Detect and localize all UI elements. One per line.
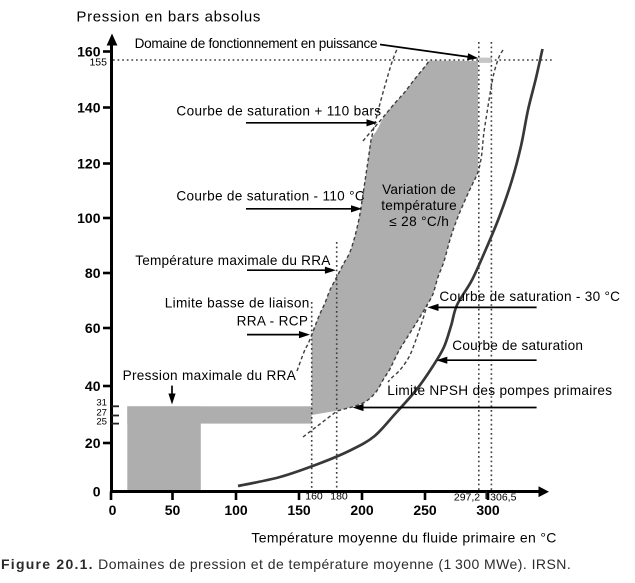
svg-text:155: 155: [89, 57, 107, 69]
svg-text:160: 160: [305, 491, 323, 503]
svg-text:Limite basse de liaison: Limite basse de liaison: [165, 296, 310, 311]
svg-text:80: 80: [85, 265, 101, 281]
svg-text:160: 160: [77, 44, 101, 60]
svg-text:Domaine de fonctionnement en p: Domaine de fonctionnement en puissance: [135, 36, 378, 51]
svg-text:Courbe de saturation + 110 bar: Courbe de saturation + 110 bars: [176, 104, 381, 119]
svg-text:température: température: [381, 198, 456, 213]
svg-text:250: 250: [413, 502, 437, 518]
svg-text:Limite NPSH des pompes primair: Limite NPSH des pompes primaires: [387, 383, 612, 398]
svg-text:50: 50: [165, 502, 181, 518]
svg-text:0: 0: [109, 502, 117, 518]
svg-text:31: 31: [96, 398, 107, 409]
svg-text:≤ 28 °C/h: ≤ 28 °C/h: [389, 214, 449, 229]
svg-text:Température maximale du RRA: Température maximale du RRA: [135, 253, 331, 268]
svg-text:297,2: 297,2: [454, 492, 480, 504]
svg-text:100: 100: [224, 502, 248, 518]
svg-text:RRA - RCP: RRA - RCP: [237, 314, 308, 329]
svg-text:150: 150: [287, 502, 311, 518]
svg-text:27: 27: [96, 408, 107, 419]
svg-text:Pression en bars absolus: Pression en bars absolus: [76, 9, 260, 26]
svg-text:120: 120: [77, 156, 101, 172]
svg-text:200: 200: [350, 502, 374, 518]
svg-text:Courbe de saturation: Courbe de saturation: [452, 338, 583, 353]
svg-text:40: 40: [85, 378, 101, 394]
svg-text:306,5: 306,5: [490, 492, 516, 504]
svg-text:Température moyenne du fluide: Température moyenne du fluide primaire e…: [251, 530, 556, 546]
svg-text:Pression maximale du RRA: Pression maximale du RRA: [123, 368, 297, 383]
svg-text:20: 20: [85, 435, 101, 451]
svg-text:140: 140: [77, 100, 101, 116]
svg-text:60: 60: [85, 320, 101, 336]
svg-text:100: 100: [77, 210, 101, 226]
svg-text:Courbe de saturation - 30 °C: Courbe de saturation - 30 °C: [439, 289, 620, 304]
svg-text:0: 0: [93, 484, 101, 500]
svg-text:300: 300: [476, 502, 500, 518]
svg-text:25: 25: [96, 417, 107, 428]
svg-text:180: 180: [330, 491, 348, 503]
svg-text:Variation de: Variation de: [382, 182, 456, 197]
svg-text:Courbe de saturation - 110 °C: Courbe de saturation - 110 °C: [176, 188, 364, 203]
